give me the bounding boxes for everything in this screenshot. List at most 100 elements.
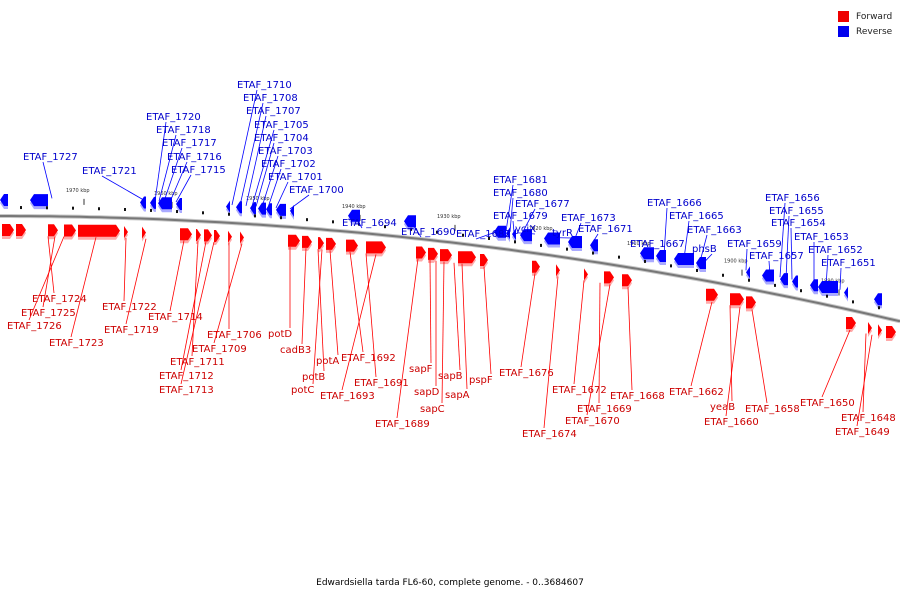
reverse-gene-label: ETAF_1705 — [254, 120, 309, 131]
forward-gene-label: ETAF_1658 — [745, 404, 800, 415]
reverse-gene-label: ETAF_1656 — [765, 193, 820, 204]
forward-gene-leader — [725, 307, 741, 417]
forward-gene-leader — [453, 262, 461, 371]
reverse-gene-leader — [154, 121, 167, 202]
forward-gene-block[interactable] — [730, 293, 744, 306]
forward-gene-block[interactable] — [458, 251, 476, 264]
forward-gene-block[interactable] — [604, 271, 614, 284]
forward-gene-block[interactable] — [64, 224, 76, 237]
forward-swatch — [838, 11, 849, 22]
reverse-gene-block[interactable] — [226, 200, 230, 213]
reverse-gene-leader — [255, 142, 275, 207]
forward-gene-block[interactable] — [302, 235, 312, 248]
forward-gene-block[interactable] — [288, 234, 300, 247]
reverse-gene-label: ETAF_1680 — [493, 188, 548, 199]
peg — [306, 218, 308, 222]
forward-gene-block[interactable] — [204, 229, 212, 242]
forward-gene-block[interactable] — [16, 224, 26, 237]
legend-item-reverse[interactable]: Reverse — [838, 24, 892, 39]
forward-gene-block[interactable] — [196, 228, 201, 241]
reverse-gene-block[interactable] — [30, 194, 48, 207]
forward-gene-block[interactable] — [318, 237, 324, 250]
reverse-gene-block[interactable] — [762, 269, 774, 282]
forward-gene-leader — [28, 236, 65, 321]
legend-item-forward[interactable]: Forward — [838, 9, 892, 24]
reverse-gene-block[interactable] — [674, 253, 694, 266]
reverse-gene-block[interactable] — [176, 198, 182, 211]
reverse-gene-block[interactable] — [250, 202, 256, 215]
reverse-gene-block[interactable] — [140, 196, 146, 209]
peg — [644, 259, 646, 263]
reverse-gene-leader — [790, 227, 793, 280]
reverse-gene-block[interactable] — [266, 203, 272, 216]
legend: Forward Reverse — [838, 9, 892, 39]
forward-gene-block[interactable] — [428, 247, 438, 260]
forward-gene-block[interactable] — [416, 246, 426, 259]
forward-gene-block[interactable] — [142, 226, 146, 239]
reverse-gene-leader — [275, 181, 289, 209]
reverse-gene-leader — [768, 260, 771, 276]
forward-gene-block[interactable] — [846, 317, 856, 330]
forward-gene-block[interactable] — [366, 241, 386, 254]
reverse-gene-block[interactable] — [746, 266, 750, 279]
forward-gene-block[interactable] — [346, 239, 358, 252]
forward-gene-block[interactable] — [180, 228, 192, 241]
reverse-gene-block[interactable] — [0, 194, 8, 206]
forward-gene-block[interactable] — [48, 224, 58, 237]
reverse-gene-label: ETAF_1702 — [261, 159, 316, 170]
reverse-gene-block[interactable] — [792, 275, 798, 288]
forward-gene-block[interactable] — [622, 274, 632, 287]
reverse-gene-label: ETAF_1704 — [254, 133, 309, 144]
reverse-gene-label: ETAF_1657 — [749, 251, 804, 262]
tick-label: 1970 kbp — [66, 188, 90, 194]
reverse-gene-block[interactable] — [506, 227, 510, 240]
reverse-gene-block[interactable] — [290, 204, 294, 217]
reverse-gene-block[interactable] — [844, 286, 848, 299]
forward-gene-block[interactable] — [214, 229, 220, 242]
forward-gene-block[interactable] — [124, 225, 128, 238]
peg — [774, 283, 776, 287]
forward-gene-block[interactable] — [868, 321, 872, 334]
peg — [696, 268, 698, 272]
forward-gene-block[interactable] — [532, 260, 540, 273]
reverse-gene-leader — [289, 194, 310, 210]
forward-gene-block[interactable] — [440, 249, 452, 262]
forward-gene-block[interactable] — [584, 268, 588, 281]
forward-gene-block[interactable] — [480, 253, 488, 266]
reverse-gene-block[interactable] — [810, 279, 818, 292]
forward-gene-block[interactable] — [746, 296, 756, 309]
genome-caption: Edwardsiella tarda FL6-60, complete geno… — [316, 578, 584, 588]
reverse-gene-block[interactable] — [568, 235, 582, 248]
reverse-gene-block[interactable] — [590, 239, 598, 252]
reverse-gene-block[interactable] — [158, 197, 172, 210]
reverse-gene-block[interactable] — [696, 256, 706, 269]
reverse-gene-block[interactable] — [656, 249, 666, 262]
forward-gene-block[interactable] — [706, 288, 718, 301]
reverse-gene-block[interactable] — [544, 232, 560, 245]
forward-gene-block[interactable] — [2, 224, 14, 237]
reverse-gene-block[interactable] — [258, 202, 266, 215]
reverse-gene-block[interactable] — [640, 247, 654, 260]
reverse-gene-block[interactable] — [512, 228, 516, 241]
forward-gene-block[interactable] — [878, 324, 882, 337]
forward-gene-block[interactable] — [228, 230, 232, 243]
reverse-gene-block[interactable] — [874, 293, 882, 306]
reverse-gene-leader — [475, 230, 501, 240]
forward-gene-leader — [312, 249, 323, 385]
forward-gene-block[interactable] — [326, 237, 336, 250]
reverse-gene-leader — [703, 253, 713, 263]
reverse-gene-block[interactable] — [818, 280, 838, 293]
peg — [20, 206, 22, 210]
forward-gene-block[interactable] — [240, 231, 244, 244]
forward-gene-label: ETAF_1676 — [499, 368, 554, 379]
reverse-gene-block[interactable] — [494, 225, 506, 238]
forward-gene-block[interactable] — [886, 326, 896, 339]
forward-gene-block[interactable] — [556, 264, 560, 277]
forward-gene-block[interactable] — [78, 224, 120, 237]
forward-gene-label: ETAF_1674 — [522, 429, 577, 440]
reverse-gene-block[interactable] — [276, 203, 286, 216]
peg — [384, 225, 386, 229]
reverse-gene-block[interactable] — [150, 196, 156, 209]
reverse-gene-label: ETAF_1681 — [493, 175, 548, 186]
